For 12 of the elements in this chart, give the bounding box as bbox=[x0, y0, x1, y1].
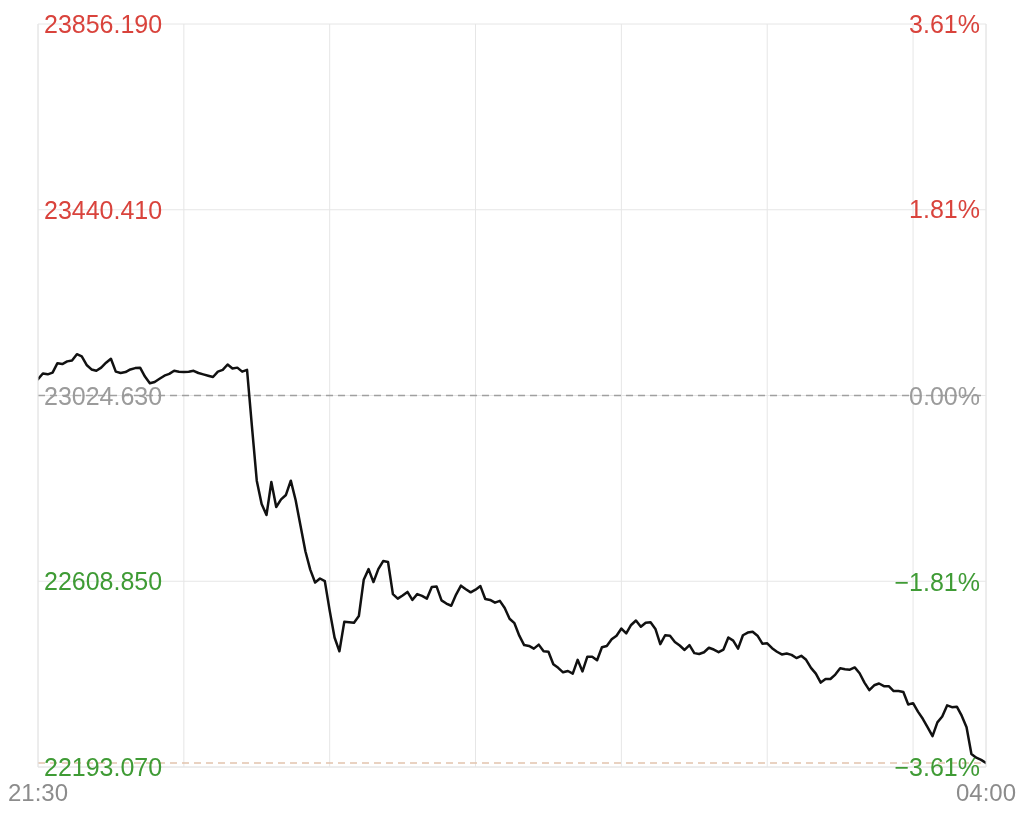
x-tick-label: 04:00 bbox=[955, 779, 1017, 806]
y2-tick-label: −1.81% bbox=[894, 567, 980, 596]
y2-tick-label: 3.61% bbox=[909, 10, 980, 38]
y-tick-label: 22608.850 bbox=[44, 567, 163, 596]
y-tick-label: 23440.410 bbox=[44, 195, 163, 224]
y-tick-label: 22193.070 bbox=[44, 753, 163, 781]
y2-tick-label: 0.00% bbox=[909, 381, 980, 410]
y-tick-label: 23856.190 bbox=[44, 10, 163, 38]
y2-tick-label: 1.81% bbox=[909, 195, 980, 224]
y-tick-label: 23024.630 bbox=[44, 381, 163, 410]
y2-tick-label: −3.61% bbox=[894, 753, 980, 781]
x-tick-label: 21:30 bbox=[7, 779, 69, 806]
